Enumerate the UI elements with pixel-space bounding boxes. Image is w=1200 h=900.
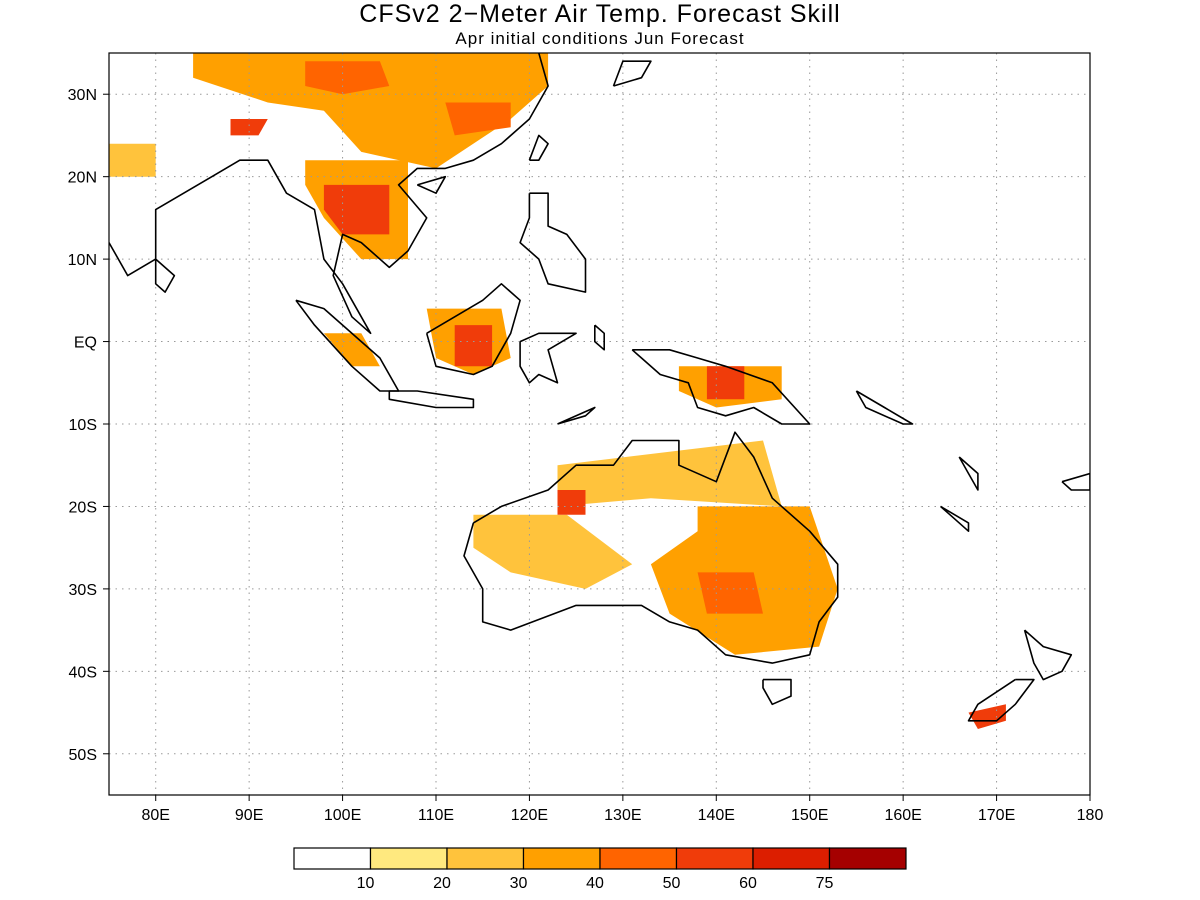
y-tick-label: 10N [68, 252, 97, 269]
coastline-sulawesi [519, 332, 577, 384]
x-tick-label: 180 [1077, 807, 1104, 824]
coastline-vanuatu [958, 456, 979, 491]
coastline-sri-lanka [154, 258, 176, 293]
colorbar-label: 75 [816, 875, 834, 892]
y-tick-label: 50S [69, 747, 97, 764]
skill-region-australia-hot [697, 572, 763, 614]
y-axis: 30N 20N 10N EQ 10S 20S 30S 40S 50S [68, 87, 109, 764]
coastline-nz-south [967, 678, 1035, 722]
x-tick-label: 150E [791, 807, 828, 824]
coastline-philippines [519, 192, 587, 293]
x-tick-label: 170E [978, 807, 1015, 824]
skill-region-thailand-hot [323, 184, 390, 235]
skill-region-china-high [305, 61, 390, 95]
y-tick-label: 20S [69, 499, 97, 516]
skill-region-nepal [230, 119, 268, 136]
coastline-solomons [855, 390, 914, 425]
colorbar: 10 20 30 40 50 60 75 [293, 847, 907, 892]
colorbar-label: 60 [739, 875, 757, 892]
x-tick-label: 110E [418, 807, 454, 824]
coastline-halmahera [593, 324, 606, 351]
coastline-taiwan [528, 134, 549, 161]
y-tick-label: 10S [69, 417, 97, 434]
y-tick-label: EQ [74, 335, 97, 352]
coastline-new-guinea [631, 348, 811, 425]
coastline-asia-mainland [109, 53, 549, 335]
colorbar-swatch [675, 847, 754, 870]
skill-region-australia-west [473, 514, 633, 589]
chart-subtitle: Apr initial conditions Jun Forecast [455, 29, 745, 48]
chart-title: CFSv2 2−Meter Air Temp. Forecast Skill [359, 0, 841, 28]
coastline-borneo [425, 282, 521, 376]
graticule [109, 53, 1090, 795]
skill-region-borneo-hot [454, 325, 493, 367]
skill-fill-layer [109, 53, 1006, 729]
colorbar-swatch [293, 847, 372, 870]
colorbar-swatch [446, 847, 525, 870]
skill-region-china [193, 53, 549, 169]
skill-region-china-high-2 [445, 102, 511, 136]
x-tick-label: 160E [884, 807, 921, 824]
x-axis: 80E 90E 100E 110E 120E 130E 140E 150E 160E 170E 18… [141, 795, 1103, 824]
skill-region-india-ne [109, 143, 156, 177]
colorbar-label: 50 [663, 875, 681, 892]
colorbar-swatch [599, 847, 678, 870]
x-tick-label: 120E [511, 807, 548, 824]
y-tick-label: 40S [69, 664, 97, 681]
coastline-nz-north [1023, 629, 1073, 681]
coastline-japan-kyushu [612, 60, 652, 87]
coastline-layer [109, 53, 1090, 722]
coastline-timor [557, 406, 596, 425]
coastline-hainan [416, 175, 447, 194]
colorbar-label: 20 [433, 875, 451, 892]
coastline-australia [463, 431, 839, 664]
coastline-java [388, 390, 475, 409]
colorbar-label: 10 [357, 875, 375, 892]
x-tick-label: 100E [324, 807, 361, 824]
colorbar-swatch [522, 847, 601, 870]
coastline-tasmania [762, 678, 792, 706]
colorbar-label: 30 [510, 875, 528, 892]
x-tick-label: 80E [141, 807, 169, 824]
x-tick-label: 90E [235, 807, 263, 824]
coastline-new-caledonia [939, 505, 970, 533]
skill-region-australia-kimberley [557, 490, 586, 515]
y-tick-label: 30N [68, 87, 97, 104]
y-tick-label: 30S [69, 582, 97, 599]
x-tick-label: 140E [698, 807, 735, 824]
y-tick-label: 20N [68, 170, 97, 187]
colorbar-swatch [752, 847, 831, 870]
colorbar-label: 40 [586, 875, 604, 892]
colorbar-swatch [369, 847, 448, 870]
x-tick-label: 130E [604, 807, 641, 824]
colorbar-swatch [828, 847, 907, 870]
plot-frame [108, 52, 1091, 796]
coastline-fiji [1061, 472, 1090, 491]
